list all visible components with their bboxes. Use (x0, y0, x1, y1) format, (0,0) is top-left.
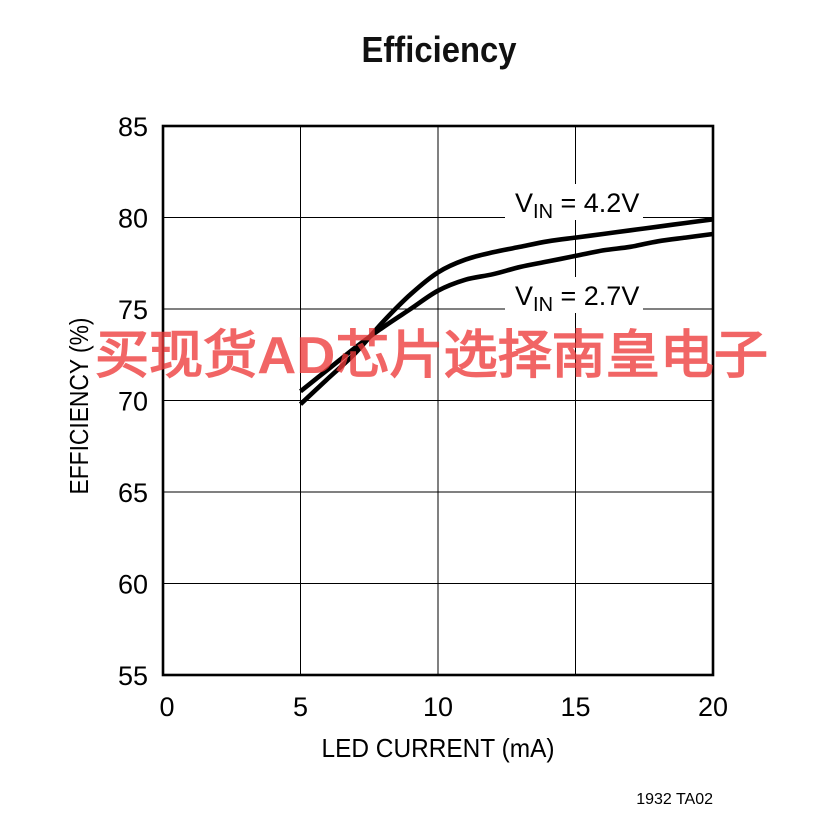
x-tick-label: 10 (423, 692, 453, 722)
series-label-background (505, 277, 643, 313)
y-axis-label: EFFICIENCY (%) (64, 318, 94, 495)
x-axis-label: LED CURRENT (mA) (322, 733, 555, 763)
y-tick-label: 80 (118, 204, 148, 234)
y-tick-labels: 55 60 65 70 75 80 85 (118, 112, 148, 691)
figure-code: 1932 TA02 (636, 791, 713, 808)
y-tick-label: 70 (118, 387, 148, 417)
series-label: VIN = 4.2V (515, 188, 639, 223)
series-line (299, 231, 714, 394)
x-tick-label: 5 (293, 692, 308, 722)
chart-title: Efficiency (362, 29, 517, 70)
x-tick-label: 20 (698, 692, 728, 722)
series-labels: VIN = 4.2V VIN = 2.7V (515, 188, 639, 316)
y-tick-label: 55 (118, 661, 148, 691)
series-label-background (505, 184, 643, 220)
x-tick-label: 0 (159, 692, 174, 722)
watermark-text: 买现货AD芯片选择南皇电子 (95, 327, 768, 385)
x-tick-labels: 0 5 10 15 20 (159, 692, 728, 722)
series-label: VIN = 2.7V (515, 281, 639, 316)
series-curves (298, 217, 714, 406)
series-label-backgrounds (505, 184, 643, 313)
y-tick-label: 75 (118, 295, 148, 325)
x-tick-label: 15 (560, 692, 590, 722)
plot-frame (161, 124, 715, 677)
y-tick-label: 85 (118, 112, 148, 142)
y-tick-label: 65 (118, 478, 148, 508)
y-tick-label: 60 (118, 570, 148, 600)
